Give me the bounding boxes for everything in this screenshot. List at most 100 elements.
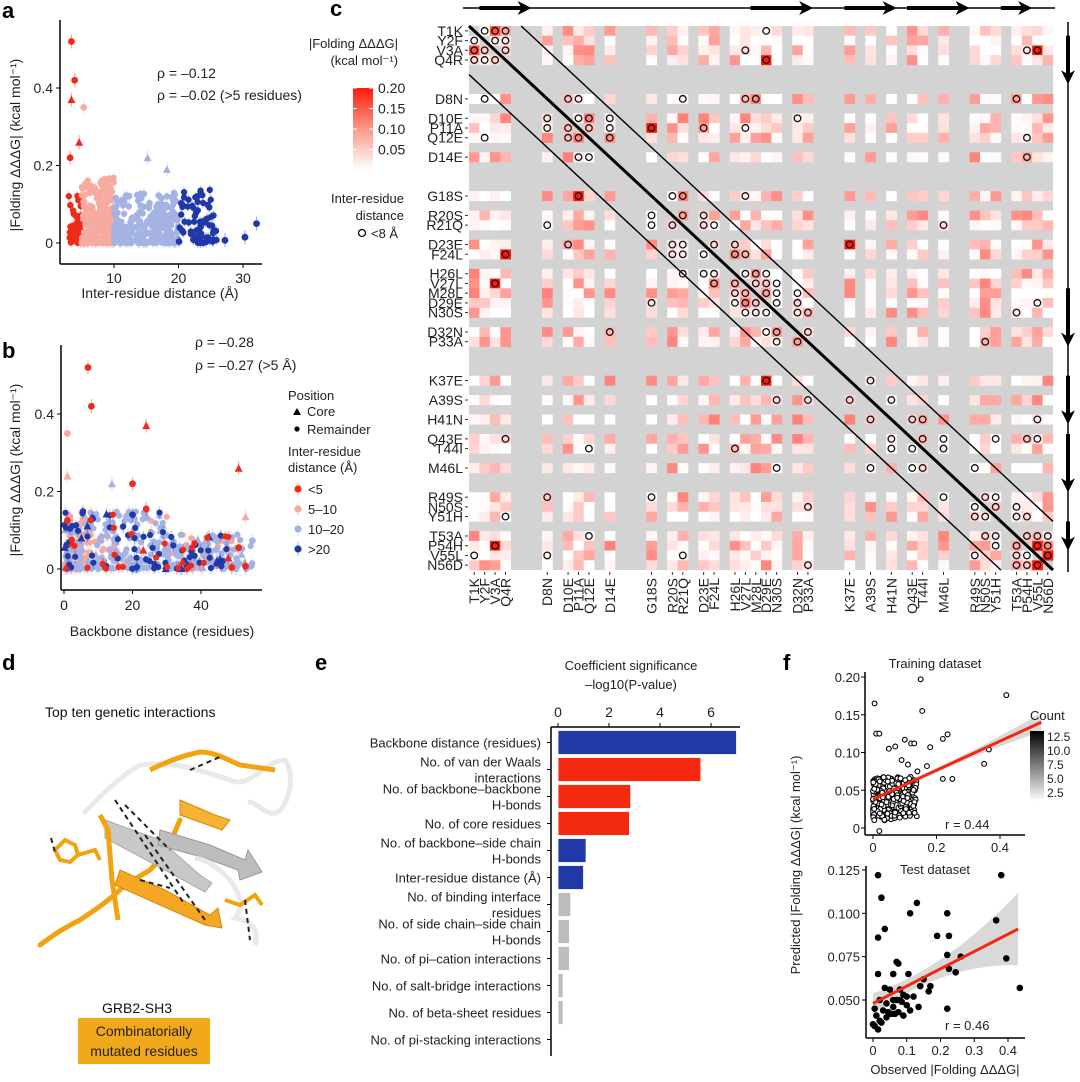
contact-circle (1022, 46, 1031, 55)
a-rho-1: ρ = –0.12 (157, 65, 216, 81)
heatmap-cell (1032, 94, 1043, 105)
ss-strand-bar (1000, 6, 1023, 10)
heatmap-cell (583, 443, 595, 454)
a-point (207, 213, 215, 220)
heatmap-cell (479, 560, 491, 571)
heatmap-cell (938, 55, 950, 66)
heatmap-cell (938, 210, 950, 221)
heatmap-cell (969, 220, 981, 231)
heatmap-cell (604, 220, 616, 231)
heatmap-cell (1032, 492, 1043, 503)
heatmap-cell (479, 540, 491, 551)
heatmap-cell (1011, 307, 1023, 318)
heatmap-cell (802, 502, 814, 513)
contact-circle (908, 415, 917, 424)
heatmap-cell (771, 336, 783, 347)
a-point (207, 196, 214, 203)
heatmap-cell (969, 288, 981, 299)
contact-circle (491, 279, 500, 288)
e-category-label: Backbone distance (residues) (370, 736, 541, 751)
f-y-tick-label: 0.050 (827, 993, 860, 1008)
contact-circle (1033, 561, 1042, 570)
b-point (68, 564, 75, 571)
heatmap-cell (583, 375, 595, 386)
heatmap-cell (917, 35, 929, 46)
heatmap-cell (708, 152, 720, 163)
heatmap-cell (865, 249, 877, 260)
heatmap-cell (761, 327, 772, 338)
contact-circle (1022, 551, 1031, 560)
heatmap-cell (938, 327, 950, 338)
heatmap-cell (1011, 45, 1023, 56)
heatmap-cell (500, 26, 512, 37)
b-point (223, 540, 230, 547)
heatmap-cell (969, 336, 981, 347)
b-point (191, 552, 198, 559)
a-point (180, 189, 188, 196)
heatmap-cell (708, 191, 720, 202)
f-point (924, 763, 930, 770)
f-x-tick-label: 0.4 (999, 1043, 1017, 1058)
legend-position-title: Position (288, 388, 334, 403)
contact-circle (918, 434, 927, 443)
a-rho-2: ρ = –0.02 (>5 residues) (157, 87, 302, 103)
heatmap-cell (907, 307, 918, 318)
contact-circle (668, 221, 677, 230)
f-point (933, 932, 941, 940)
heatmap-cell (907, 395, 918, 406)
heatmap-cell (980, 414, 991, 425)
heatmap-cell (844, 220, 856, 231)
secondary-structure-top (463, 1, 1055, 15)
heatmap-cell (646, 336, 658, 347)
heatmap-cell (865, 220, 877, 231)
heatmap-cell (677, 560, 689, 571)
heatmap-cell (886, 220, 897, 231)
col-label: V3A (487, 577, 503, 604)
heatmap-cell (667, 249, 678, 260)
f-point (904, 761, 911, 768)
heatmap-cell (677, 550, 689, 561)
heatmap-cell (1042, 336, 1054, 347)
heatmap-cell (667, 45, 678, 56)
contact-circle (543, 221, 552, 230)
heatmap-cell (583, 113, 595, 124)
heatmap-cell (1021, 560, 1033, 571)
heatmap-cell (573, 26, 585, 37)
contact-circle (803, 328, 812, 336)
heatmap-cell (1021, 443, 1033, 454)
col-label: R49S (967, 578, 983, 613)
colorbar-tick-label: 0.05 (378, 142, 405, 158)
heatmap-cell (750, 220, 762, 231)
row-label: K37E (429, 373, 463, 389)
b-point (168, 533, 175, 541)
heatmap-cell (1042, 327, 1054, 338)
heatmap-cell (469, 191, 480, 202)
heatmap-cell (604, 492, 616, 503)
heatmap-cell (708, 463, 720, 474)
heatmap-cell (583, 123, 595, 134)
heatmap-cell (980, 307, 991, 318)
heatmap-cell (802, 268, 814, 279)
a-point (102, 197, 110, 204)
contact-circle (605, 114, 614, 123)
heatmap-cell (761, 414, 772, 425)
contact-circle (772, 279, 781, 288)
heatmap-cell (865, 298, 877, 309)
a-point (175, 238, 183, 245)
a-point (160, 209, 167, 217)
row-label: P11A (430, 120, 464, 136)
b-point (213, 538, 221, 545)
a-point (82, 179, 89, 187)
heatmap-cell (802, 550, 814, 561)
row-label: D14E (428, 149, 463, 165)
heatmap-cell (740, 463, 751, 474)
b-point (74, 527, 82, 535)
side-chain-stick (77, 847, 102, 861)
heatmap-cell (844, 239, 856, 250)
col-label: D10E (560, 578, 576, 613)
b-point-triangle (83, 521, 92, 530)
a-point (86, 218, 93, 225)
f-point (900, 797, 907, 804)
contact-circle (803, 396, 812, 404)
